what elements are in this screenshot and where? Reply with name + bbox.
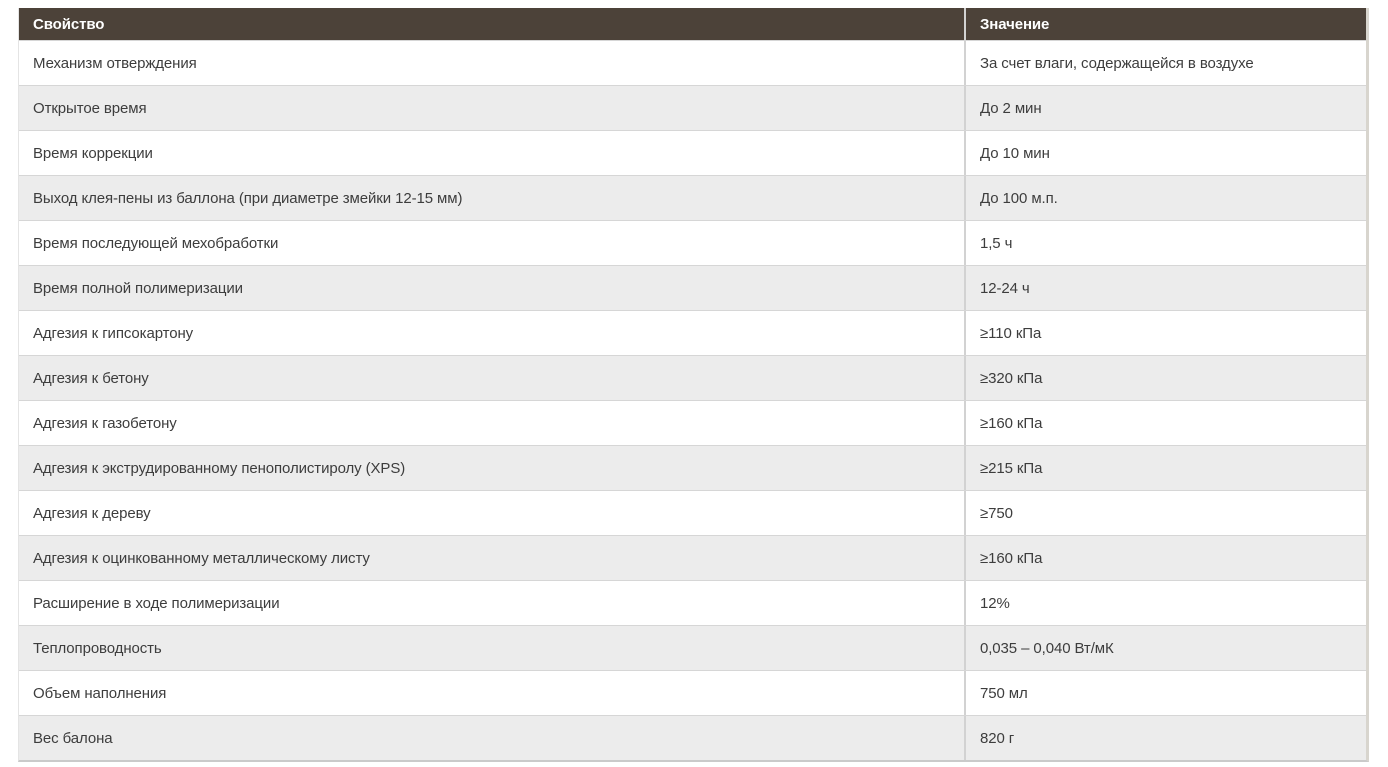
property-cell: Вес балона xyxy=(33,729,113,747)
property-cell: Адгезия к экструдированному пенополистир… xyxy=(33,459,406,477)
value-cell: 750 мл xyxy=(964,671,1366,715)
property-cell: Адгезия к газобетону xyxy=(33,414,177,432)
property-cell: Открытое время xyxy=(33,99,147,117)
property-cell: Адгезия к бетону xyxy=(33,369,149,387)
value-cell: 820 г xyxy=(964,716,1366,760)
value-cell: 1,5 ч xyxy=(964,221,1366,265)
property-cell: Механизм отверждения xyxy=(33,54,197,72)
value-cell: ≥160 кПа xyxy=(964,536,1366,580)
property-cell: Адгезия к дереву xyxy=(33,504,151,522)
table-row: Адгезия к оцинкованному металлическому л… xyxy=(19,535,1366,580)
table-row: Теплопроводность 0,035 – 0,040 Вт/мК xyxy=(19,625,1366,670)
value-cell: ≥320 кПа xyxy=(964,356,1366,400)
value-cell: До 100 м.п. xyxy=(964,176,1366,220)
column-header-property: Свойство xyxy=(33,15,105,33)
value-cell: До 2 мин xyxy=(964,86,1366,130)
property-cell: Время коррекции xyxy=(33,144,153,162)
table-row: Адгезия к дереву ≥750 xyxy=(19,490,1366,535)
value-cell: 12-24 ч xyxy=(964,266,1366,310)
table-row: Адгезия к газобетону ≥160 кПа xyxy=(19,400,1366,445)
table-row: Время полной полимеризации 12-24 ч xyxy=(19,265,1366,310)
table-row: Адгезия к гипсокартону ≥110 кПа xyxy=(19,310,1366,355)
table-row: Время коррекции До 10 мин xyxy=(19,130,1366,175)
table-row: Время последующей мехобработки 1,5 ч xyxy=(19,220,1366,265)
value-cell: До 10 мин xyxy=(964,131,1366,175)
table-row: Открытое время До 2 мин xyxy=(19,85,1366,130)
table-row: Адгезия к экструдированному пенополистир… xyxy=(19,445,1366,490)
property-cell: Расширение в ходе полимеризации xyxy=(33,594,280,612)
value-cell: ≥215 кПа xyxy=(964,446,1366,490)
value-cell: ≥110 кПа xyxy=(964,311,1366,355)
property-cell: Время полной полимеризации xyxy=(33,279,243,297)
column-header-value: Значение xyxy=(964,8,1366,40)
value-cell: 12% xyxy=(964,581,1366,625)
table-row: Механизм отверждения За счет влаги, соде… xyxy=(19,40,1366,85)
value-cell: 0,035 – 0,040 Вт/мК xyxy=(964,626,1366,670)
table-header-row: Свойство Значение xyxy=(19,8,1366,40)
property-cell: Объем наполнения xyxy=(33,684,167,702)
property-cell: Адгезия к гипсокартону xyxy=(33,324,194,342)
product-properties-table: Свойство Значение Механизм отверждения З… xyxy=(18,8,1369,762)
table-row: Объем наполнения 750 мл xyxy=(19,670,1366,715)
table-row: Вес балона 820 г xyxy=(19,715,1366,760)
value-cell: За счет влаги, содержащейся в воздухе xyxy=(964,41,1366,85)
property-cell: Выход клея-пены из баллона (при диаметре… xyxy=(33,189,463,207)
table-row: Расширение в ходе полимеризации 12% xyxy=(19,580,1366,625)
value-cell: ≥160 кПа xyxy=(964,401,1366,445)
table-body: Механизм отверждения За счет влаги, соде… xyxy=(19,40,1366,760)
table-row: Выход клея-пены из баллона (при диаметре… xyxy=(19,175,1366,220)
table-row: Адгезия к бетону ≥320 кПа xyxy=(19,355,1366,400)
value-cell: ≥750 xyxy=(964,491,1366,535)
property-cell: Время последующей мехобработки xyxy=(33,234,279,252)
property-cell: Теплопроводность xyxy=(33,639,162,657)
property-cell: Адгезия к оцинкованному металлическому л… xyxy=(33,549,370,567)
